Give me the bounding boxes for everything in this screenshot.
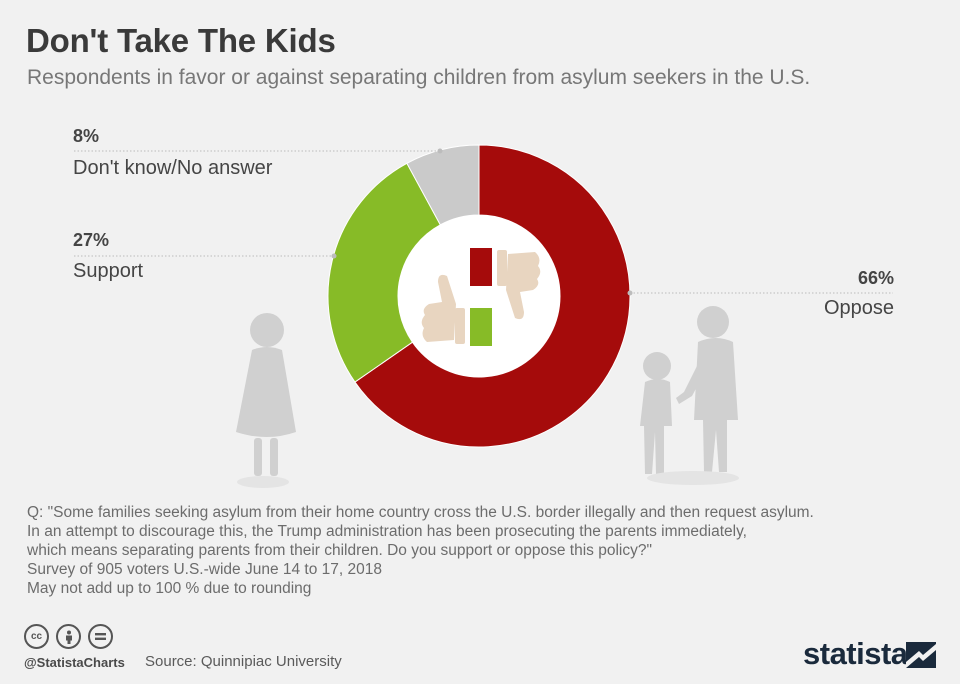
note-line: Q: "Some families seeking asylum from th… <box>27 504 814 521</box>
leader-dot-oppose <box>627 290 633 296</box>
statista-logo-icon <box>906 642 936 668</box>
source-text: Source: Quinnipiac University <box>145 653 342 670</box>
statista-logo[interactable]: statista <box>803 636 908 671</box>
girl-shadow <box>237 476 289 488</box>
chart-subtitle: Respondents in favor or against separati… <box>27 66 811 89</box>
note-line: May not add up to 100 % due to rounding <box>27 580 312 597</box>
chart-title: Don't Take The Kids <box>26 22 336 59</box>
value-label-oppose: 66% <box>858 268 894 288</box>
value-label-dont-know: 8% <box>73 126 99 146</box>
parent-child-silhouette-icon <box>640 306 738 474</box>
note-line: In an attempt to discourage this, the Tr… <box>27 523 747 540</box>
note-line: which means separating parents from thei… <box>27 542 652 559</box>
category-label-support: Support <box>73 260 143 282</box>
statista-handle[interactable]: @StatistaCharts <box>24 655 125 670</box>
thumbs-icon <box>421 248 541 346</box>
leader-dot-support <box>331 253 337 259</box>
license-icons: cc <box>24 624 113 649</box>
note-line: Survey of 905 voters U.S.-wide June 14 t… <box>27 561 382 578</box>
category-label-dont-know: Don't know/No answer <box>73 157 273 179</box>
value-label-support: 27% <box>73 230 109 250</box>
survey-notes: Q: "Some families seeking asylum from th… <box>27 503 814 598</box>
donut-hole <box>398 215 560 377</box>
leader-dot-dont-know <box>437 148 443 154</box>
category-label-oppose: Oppose <box>824 297 894 319</box>
girl-silhouette-icon <box>236 313 296 476</box>
attribution-icon[interactable] <box>56 624 81 649</box>
parent-child-shadow <box>647 471 739 485</box>
cc-icon[interactable]: cc <box>24 624 49 649</box>
no-derivatives-icon[interactable] <box>88 624 113 649</box>
